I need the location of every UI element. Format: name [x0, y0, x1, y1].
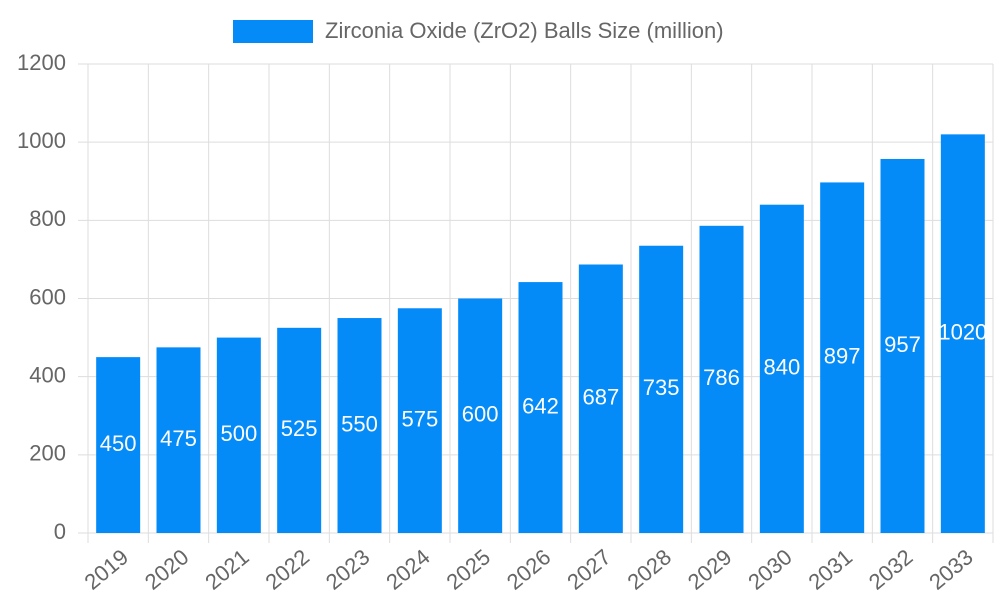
- bar: [96, 357, 141, 533]
- value-label: 500: [220, 421, 257, 446]
- value-label: 786: [703, 365, 740, 390]
- bar: [578, 264, 623, 533]
- x-tick-label: 2019: [80, 544, 134, 595]
- bar: [518, 282, 563, 533]
- bar: [277, 327, 322, 533]
- value-label: 957: [884, 332, 921, 357]
- x-tick-label: 2031: [804, 544, 858, 595]
- bar: [699, 225, 744, 533]
- value-label: 525: [281, 416, 318, 441]
- x-tick-label: 2023: [321, 544, 375, 595]
- y-tick-label: 0: [54, 519, 66, 544]
- bar: [759, 204, 804, 533]
- x-tick-label: 2026: [502, 544, 556, 595]
- x-tick-label: 2029: [683, 544, 737, 595]
- legend-swatch: [233, 20, 313, 43]
- x-tick-label: 2032: [864, 544, 918, 595]
- y-tick-label: 1000: [17, 128, 66, 153]
- x-tick-label: 2025: [442, 544, 496, 595]
- x-tick-label: 2021: [200, 544, 254, 595]
- value-label: 475: [160, 426, 197, 451]
- bar: [216, 337, 261, 533]
- value-label: 897: [824, 344, 861, 369]
- x-tick-label: 2033: [924, 544, 978, 595]
- bar: [940, 134, 985, 533]
- value-label: 840: [763, 355, 800, 380]
- bar: [880, 158, 925, 533]
- y-tick-label: 200: [29, 441, 66, 466]
- bar: [397, 308, 442, 533]
- bar: [156, 347, 201, 533]
- y-tick-label: 1200: [17, 50, 66, 75]
- bar: [337, 318, 382, 533]
- value-label: 450: [100, 431, 137, 456]
- y-tick-label: 600: [29, 284, 66, 309]
- value-label: 550: [341, 411, 378, 436]
- x-tick-label: 2028: [623, 544, 677, 595]
- value-label: 735: [643, 375, 680, 400]
- x-tick-label: 2024: [381, 544, 435, 595]
- x-tick-label: 2022: [261, 544, 315, 595]
- bar: [639, 245, 684, 534]
- bar: [458, 298, 503, 533]
- bar: [820, 182, 865, 534]
- value-label: 687: [582, 385, 619, 410]
- value-label: 575: [401, 406, 438, 431]
- x-tick-label: 2030: [743, 544, 797, 595]
- y-tick-label: 800: [29, 206, 66, 231]
- x-tick-label: 2020: [140, 544, 194, 595]
- legend-label: Zirconia Oxide (ZrO2) Balls Size (millio…: [325, 18, 724, 43]
- value-label: 642: [522, 393, 559, 418]
- value-label: 600: [462, 402, 499, 427]
- value-label: 1020: [938, 319, 987, 344]
- x-tick-label: 2027: [562, 544, 616, 595]
- y-tick-label: 400: [29, 362, 66, 387]
